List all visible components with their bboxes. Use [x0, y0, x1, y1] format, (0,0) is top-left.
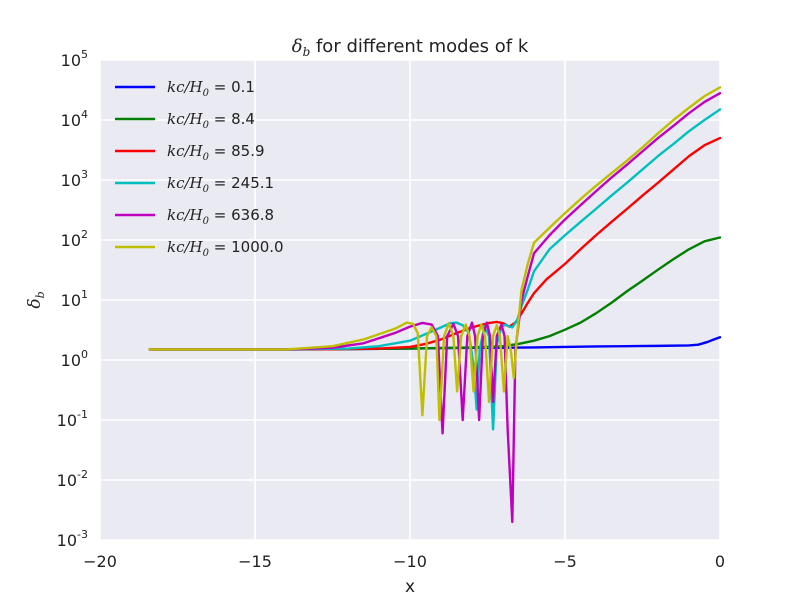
- x-tick-label: −5: [553, 552, 577, 571]
- y-tick-label: 103: [61, 168, 88, 190]
- x-axis-label: x: [405, 577, 415, 597]
- x-tick-labels: −20 −15 −10 −5 0: [83, 552, 725, 571]
- series-line-5: [148, 91, 722, 524]
- legend-entry-1: kc/H0 = 0.1: [167, 78, 255, 99]
- y-tick-label: 102: [61, 228, 88, 250]
- y-tick-label: 10-3: [57, 528, 88, 550]
- y-tick-label: 100: [61, 348, 88, 370]
- legend: kc/H0 = 0.1 kc/H0 = 8.4 kc/H0 = 85.9 kc/H0 …: [115, 78, 284, 259]
- legend-entry-4: kc/H0 = 245.1: [167, 174, 274, 195]
- y-tick-label: 105: [61, 48, 88, 70]
- legend-entry-6: kc/H0 = 1000.0: [167, 238, 284, 259]
- legend-entry-5: kc/H0 = 636.8: [167, 206, 274, 227]
- x-tick-label: −10: [393, 552, 427, 571]
- y-axis-label: δb: [25, 291, 47, 308]
- series-line-6: [148, 86, 722, 422]
- y-tick-label: 101: [61, 288, 88, 310]
- y-tick-labels: 10-3 10-2 10-1 100 101 102 103 104 105: [57, 48, 88, 550]
- legend-entry-2: kc/H0 = 8.4: [167, 110, 255, 131]
- x-tick-label: −15: [238, 552, 272, 571]
- y-tick-label: 104: [61, 108, 88, 130]
- series-line-4: [148, 108, 722, 431]
- chart-title: δb for different modes of k: [292, 36, 529, 59]
- y-tick-label: 10-2: [57, 468, 88, 490]
- y-tick-label: 10-1: [57, 408, 88, 430]
- x-tick-label: −20: [83, 552, 117, 571]
- series-layer: [148, 86, 722, 524]
- legend-entry-3: kc/H0 = 85.9: [167, 142, 265, 163]
- x-tick-label: 0: [715, 552, 725, 571]
- series-line-3: [148, 136, 722, 351]
